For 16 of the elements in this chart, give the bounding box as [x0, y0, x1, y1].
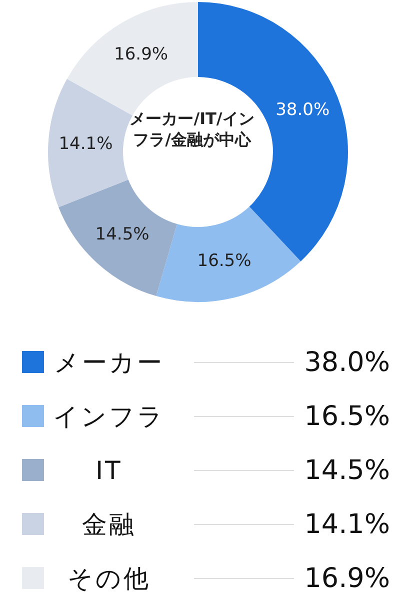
data-label: 16.5%	[197, 250, 252, 271]
data-label: 14.5%	[95, 224, 150, 245]
legend-label: IT	[94, 456, 124, 484]
text: 16.5%	[304, 400, 390, 432]
data-label: 16.9%	[114, 44, 168, 64]
text: 16.9%	[304, 562, 390, 594]
text: メーカー/IT/インフラ/金融が中心	[128, 108, 256, 150]
text: 14.1%	[304, 508, 390, 540]
legend-label: メーカー	[53, 346, 165, 378]
legend-label: その他	[66, 562, 152, 594]
legend-label: 金融	[81, 508, 137, 540]
data-label: 14.1%	[58, 134, 113, 154]
text: 38.0%	[304, 346, 390, 378]
data-label: 38.0%	[276, 100, 330, 120]
legend-label: インフラ	[52, 400, 166, 432]
text: 14.5%	[304, 454, 390, 486]
